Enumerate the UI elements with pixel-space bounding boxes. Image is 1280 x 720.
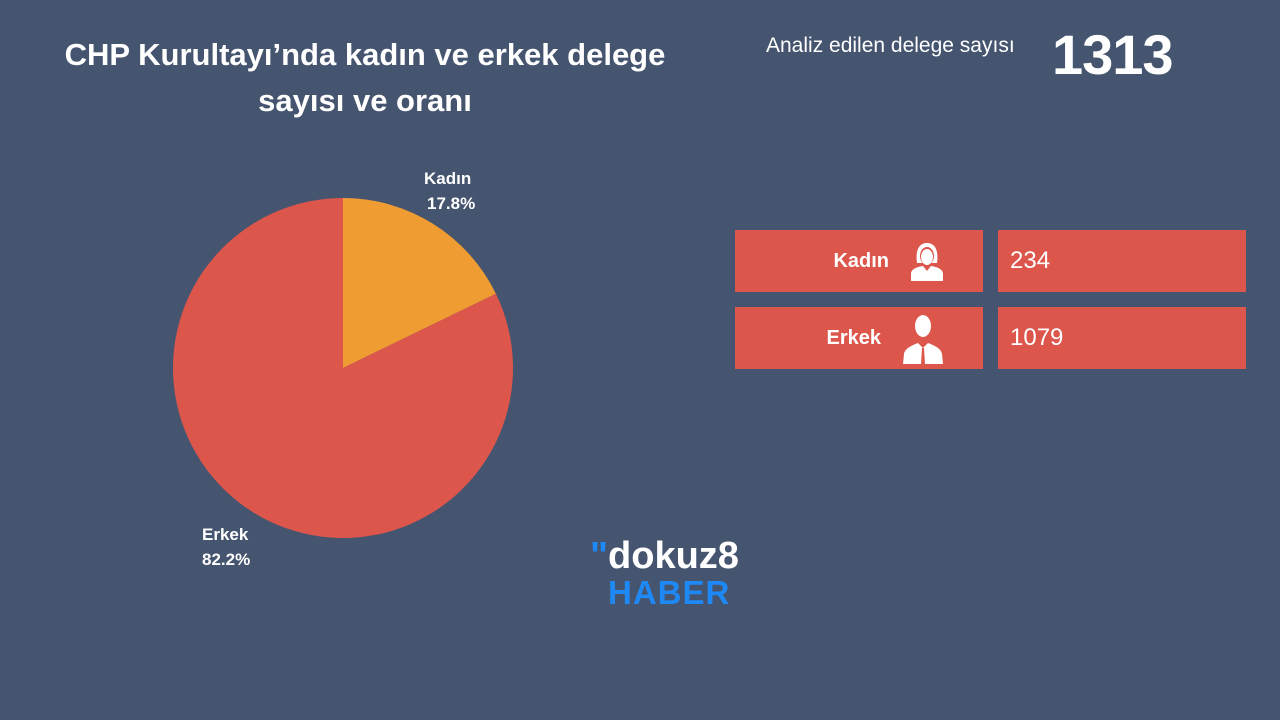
erkek-label: Erkek — [826, 326, 882, 349]
kadin-label-box: Kadın — [735, 230, 983, 292]
man-icon — [903, 315, 943, 364]
pie-slice-erkek — [172, 198, 513, 538]
erkek-value-box: 1079 — [998, 307, 1246, 369]
woman-icon — [911, 243, 943, 281]
slice-label-kadin: Kadın 17.8% — [424, 166, 475, 216]
slice-percent: 82.2% — [202, 550, 251, 569]
erkek-value: 1079 — [1010, 324, 1064, 351]
chart-title: CHP Kurultayı’nda kadın ve erkek delege … — [64, 37, 666, 118]
total-label: Analiz edilen delege sayısı — [766, 34, 1015, 57]
quote-mark-icon: " — [590, 535, 609, 577]
dokuz8-haber-logo: "dokuz8 HABER — [590, 536, 739, 610]
erkek-label-box: Erkek — [735, 307, 983, 369]
kadin-value-box: 234 — [998, 230, 1246, 292]
logo-bottom: HABER — [608, 574, 731, 611]
kadin-label: Kadın — [833, 249, 889, 272]
pie-slice-kadin — [343, 198, 496, 368]
slice-label-erkek: Erkek 82.2% — [202, 522, 250, 572]
total-value: 1313 — [1052, 23, 1174, 86]
slice-name: Kadın — [424, 169, 472, 188]
logo-top: dokuz8 — [608, 535, 739, 577]
kadin-value: 234 — [1010, 247, 1051, 274]
slice-percent: 17.8% — [427, 194, 476, 213]
slice-name: Erkek — [202, 525, 249, 544]
